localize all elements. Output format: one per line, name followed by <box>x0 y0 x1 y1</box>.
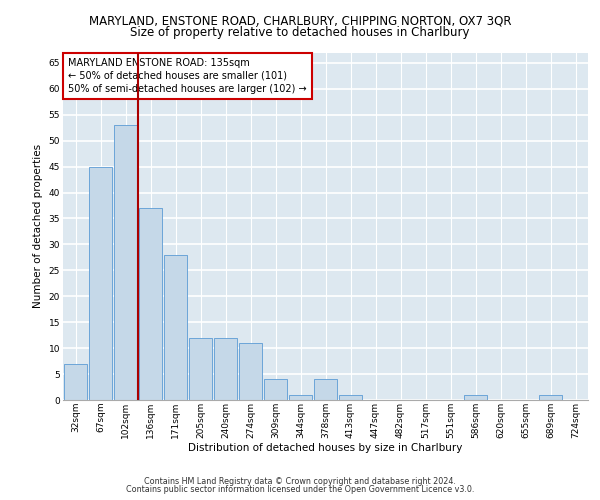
Bar <box>164 255 187 400</box>
Text: Size of property relative to detached houses in Charlbury: Size of property relative to detached ho… <box>130 26 470 39</box>
Bar <box>314 380 337 400</box>
Bar <box>239 343 262 400</box>
X-axis label: Distribution of detached houses by size in Charlbury: Distribution of detached houses by size … <box>188 444 463 454</box>
Bar <box>139 208 163 400</box>
Bar <box>113 125 137 400</box>
Text: Contains HM Land Registry data © Crown copyright and database right 2024.: Contains HM Land Registry data © Crown c… <box>144 477 456 486</box>
Text: Contains public sector information licensed under the Open Government Licence v3: Contains public sector information licen… <box>126 484 474 494</box>
Y-axis label: Number of detached properties: Number of detached properties <box>33 144 43 308</box>
Bar <box>89 166 112 400</box>
Text: MARYLAND, ENSTONE ROAD, CHARLBURY, CHIPPING NORTON, OX7 3QR: MARYLAND, ENSTONE ROAD, CHARLBURY, CHIPP… <box>89 15 511 28</box>
Bar <box>214 338 238 400</box>
Bar <box>64 364 88 400</box>
Text: MARYLAND ENSTONE ROAD: 135sqm
← 50% of detached houses are smaller (101)
50% of : MARYLAND ENSTONE ROAD: 135sqm ← 50% of d… <box>68 58 307 94</box>
Bar <box>289 395 313 400</box>
Bar <box>263 380 287 400</box>
Bar <box>464 395 487 400</box>
Bar <box>338 395 362 400</box>
Bar <box>188 338 212 400</box>
Bar <box>539 395 562 400</box>
